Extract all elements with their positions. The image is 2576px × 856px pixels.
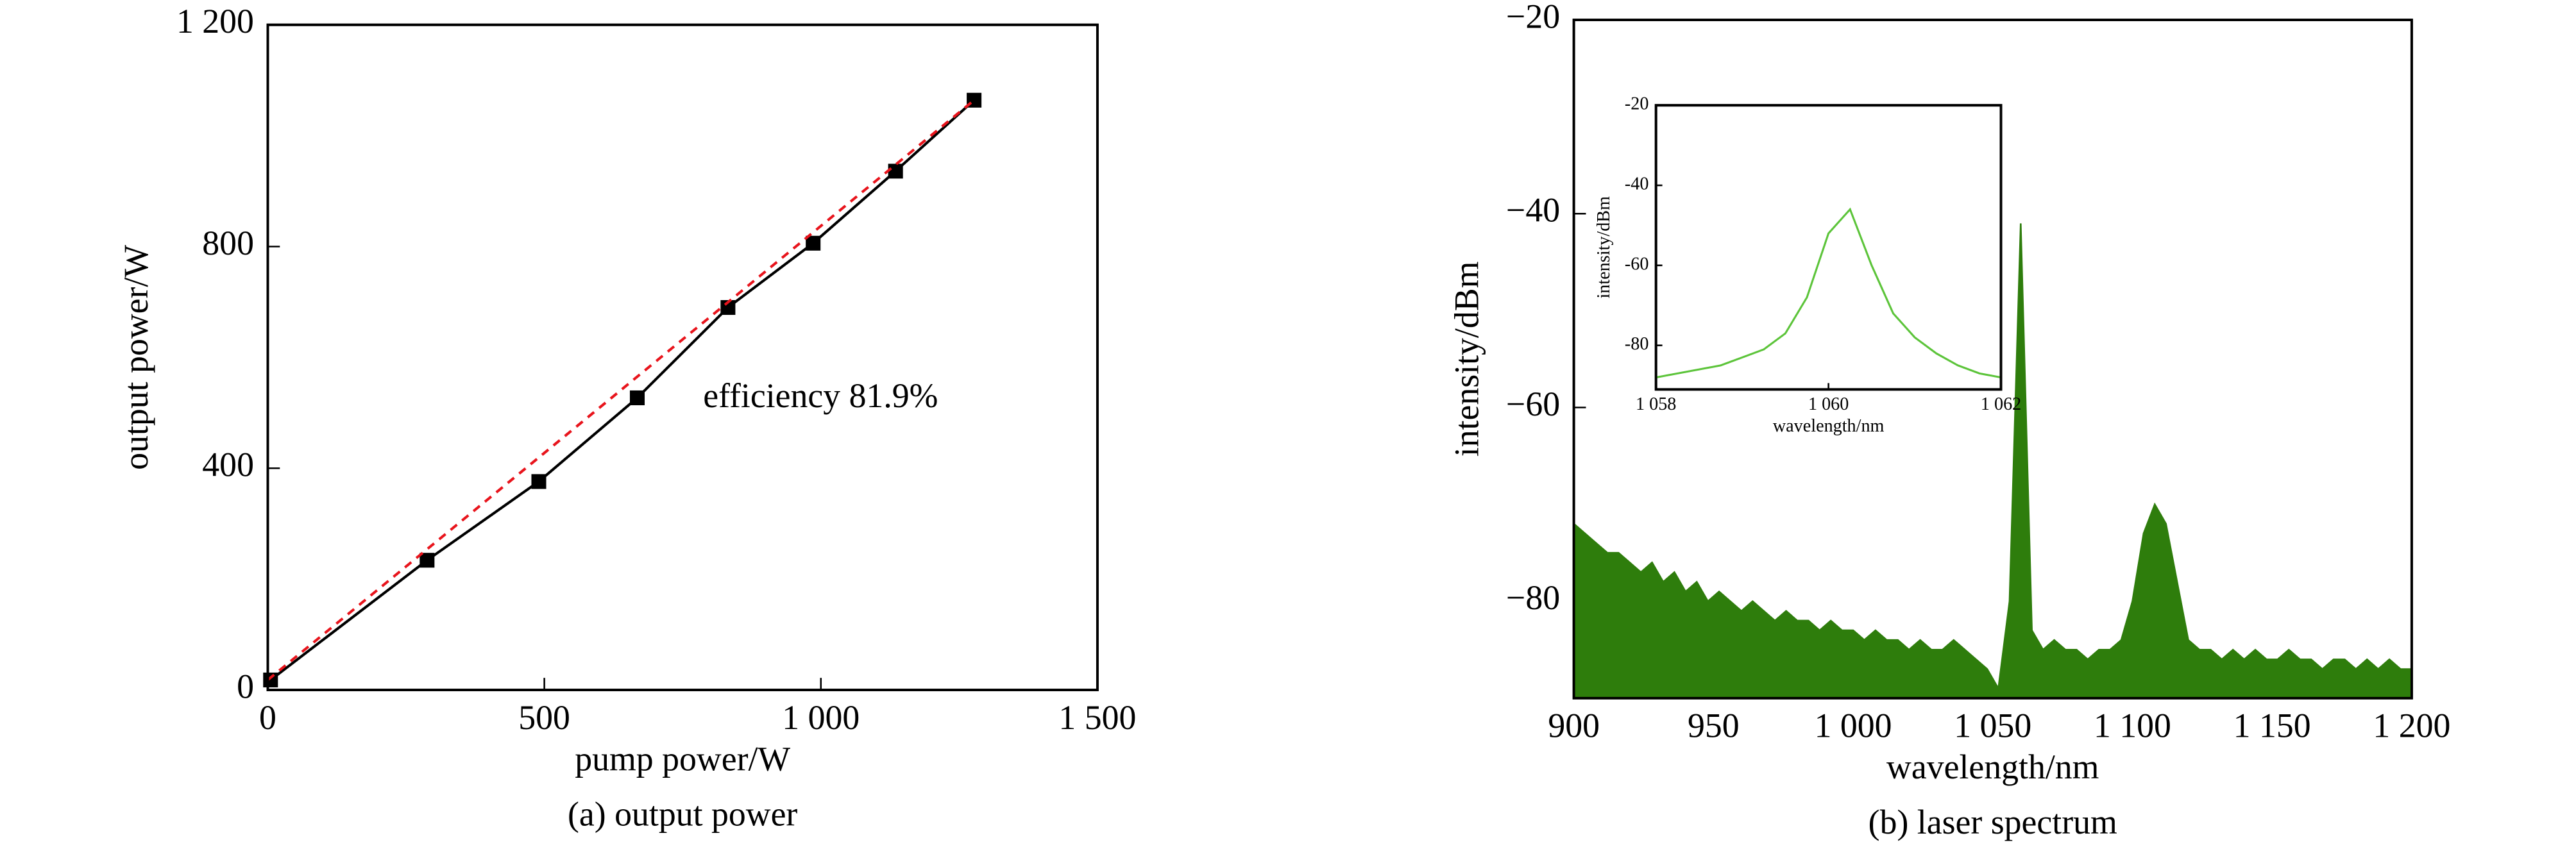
y-tick-label: -60	[1625, 254, 1649, 274]
y-tick-label: −40	[1506, 191, 1560, 230]
series-line	[267, 99, 975, 682]
x-tick-label: 1 050	[1954, 707, 2031, 745]
x-axis-label: wavelength/nm	[1773, 416, 1885, 436]
x-tick-label: 1 150	[2233, 707, 2311, 745]
caption: (b) laser spectrum	[1868, 803, 2117, 841]
plot-border	[1572, 19, 2413, 700]
annotation: efficiency 81.9%	[703, 376, 938, 415]
plot-frame	[266, 23, 1099, 691]
x-tick-label: 1 058	[1636, 394, 1676, 414]
spectrum-area	[1573, 223, 2413, 700]
x-tick-label: 500	[518, 698, 570, 737]
y-axis-label: intensity/dBm	[1448, 262, 1486, 457]
y-tick-label: −20	[1506, 0, 1560, 35]
x-tick-label: 1 000	[1815, 707, 1892, 745]
x-tick-label: 1 060	[1808, 394, 1849, 414]
data-point	[806, 235, 821, 251]
y-tick-label: 800	[202, 224, 254, 262]
y-axis-label: output power/W	[117, 245, 155, 470]
data-point	[531, 474, 547, 489]
data-point	[629, 390, 645, 405]
caption: (a) output power	[568, 794, 797, 833]
x-tick-label: 900	[1548, 707, 1600, 745]
plot-border	[1654, 104, 2003, 391]
x-axis-label: pump power/W	[575, 739, 790, 778]
plot-border	[266, 23, 1099, 691]
x-tick-label: 1 200	[2373, 707, 2450, 745]
x-tick-label: 1 062	[1981, 394, 2021, 414]
y-tick-label: -40	[1625, 174, 1649, 194]
y-tick-label: 0	[237, 667, 254, 705]
y-axis-label: intensity/dBm	[1594, 196, 1614, 299]
y-tick-label: −80	[1506, 578, 1560, 617]
x-tick-label: 1 100	[2094, 707, 2171, 745]
x-axis-label: wavelength/nm	[1886, 748, 2099, 786]
x-tick-label: 950	[1688, 707, 1740, 745]
x-tick-label: 1 500	[1058, 698, 1136, 737]
y-tick-label: 400	[202, 446, 254, 484]
series-line	[1656, 207, 2001, 379]
y-tick-label: -20	[1625, 94, 1649, 114]
x-tick-label: 0	[259, 698, 276, 737]
series-line	[269, 99, 975, 682]
data-point	[888, 164, 903, 179]
data-point	[263, 672, 278, 687]
data-point	[419, 553, 435, 568]
plot-frame	[1654, 104, 2003, 391]
x-tick-label: 1 000	[782, 698, 860, 737]
y-tick-label: 1 200	[176, 2, 254, 40]
y-tick-label: -80	[1625, 334, 1649, 354]
y-tick-label: −60	[1506, 385, 1560, 423]
